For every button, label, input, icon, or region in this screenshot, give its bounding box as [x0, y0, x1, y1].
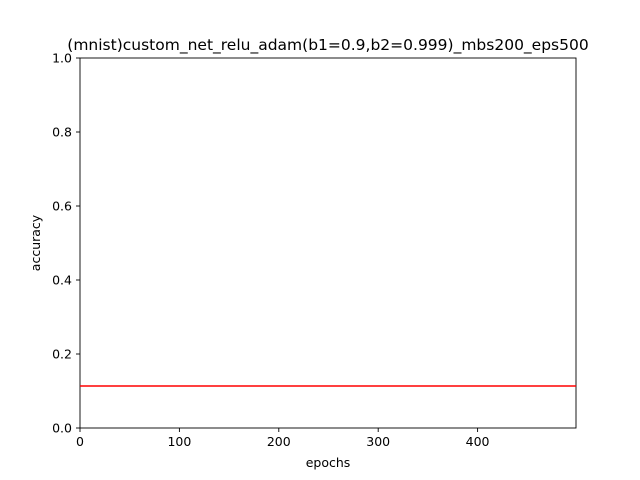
y-axis-label: accuracy [28, 214, 43, 271]
x-axis-ticks: 0 100 200 300 400 [76, 428, 490, 449]
plot-area [79, 57, 577, 429]
plot-frame [79, 57, 577, 429]
y-tick-label: 0.2 [52, 347, 72, 362]
x-tick-label: 400 [466, 434, 490, 449]
y-tick-label: 0.8 [52, 125, 72, 140]
y-tick-label: 1.0 [52, 51, 72, 66]
y-axis-ticks: 0.0 0.2 0.4 0.6 0.8 1.0 [52, 51, 80, 436]
x-tick-label: 100 [167, 434, 191, 449]
x-tick-label: 200 [267, 434, 291, 449]
x-tick-label: 300 [366, 434, 390, 449]
x-tick-label: 0 [76, 434, 84, 449]
x-axis-label: epochs [306, 455, 351, 470]
y-tick-label: 0.6 [52, 199, 72, 214]
y-tick-label: 0.4 [52, 273, 72, 288]
chart-title: (mnist)custom_net_relu_adam(b1=0.9,b2=0.… [67, 36, 588, 55]
y-tick-label: 0.0 [52, 421, 72, 436]
